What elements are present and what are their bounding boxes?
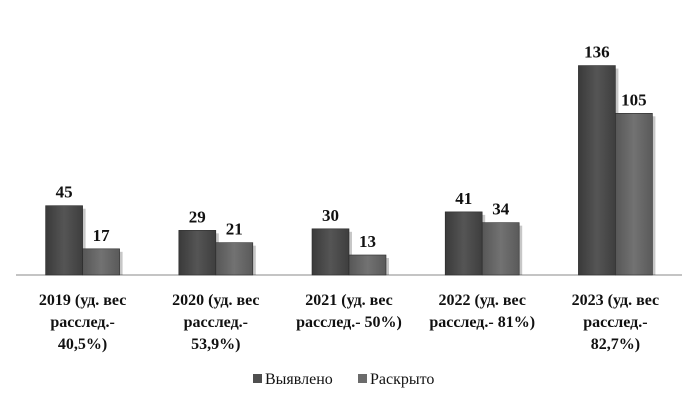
bars-layer	[45, 65, 656, 276]
bar-detected-3	[444, 211, 483, 276]
x-tick-label: 2021 (уд. вес расслед.- 50%)	[296, 292, 402, 331]
legend-swatch	[358, 374, 367, 383]
legend-swatch	[253, 374, 262, 383]
data-label: 45	[56, 183, 73, 202]
legend-label: Выявлено	[265, 371, 333, 388]
x-tick-label: 2023 (уд. вес расслед.-82,7%)	[572, 292, 659, 353]
data-labels-layer: 45 17 29 21 30 13 41 34 136 105	[56, 43, 647, 251]
category-labels-layer: 2019 (уд. вес расслед.-40,5%) 2020 (уд. ве…	[39, 292, 659, 353]
bar-solved-4	[615, 113, 653, 276]
data-label: 29	[189, 207, 206, 226]
x-tick-label: 2022 (уд. вес расслед.- 81%)	[429, 292, 535, 331]
bar-detected-0	[45, 205, 83, 276]
bar-detected-1	[178, 230, 217, 276]
bar-solved-0	[82, 248, 120, 276]
data-label: 41	[455, 189, 472, 208]
legend-label: Раскрыто	[370, 371, 434, 388]
data-label: 17	[93, 226, 111, 245]
data-label: 105	[621, 90, 647, 109]
x-tick-label: 2019 (уд. вес расслед.-40,5%)	[39, 292, 126, 353]
data-label: 30	[322, 206, 339, 225]
x-tick-label: 2020 (уд. вес расслед.-53,9%)	[172, 292, 259, 353]
legend: Выявлено Раскрыто	[253, 371, 434, 388]
bar-detected-2	[311, 228, 350, 276]
bar-solved-3	[481, 222, 520, 276]
bar-solved-1	[215, 242, 254, 276]
data-label: 13	[359, 232, 376, 251]
data-label: 21	[226, 220, 243, 239]
bar-detected-4	[578, 65, 616, 276]
data-label: 34	[492, 200, 510, 219]
data-label: 136	[584, 43, 610, 62]
bar-solved-2	[348, 254, 387, 276]
